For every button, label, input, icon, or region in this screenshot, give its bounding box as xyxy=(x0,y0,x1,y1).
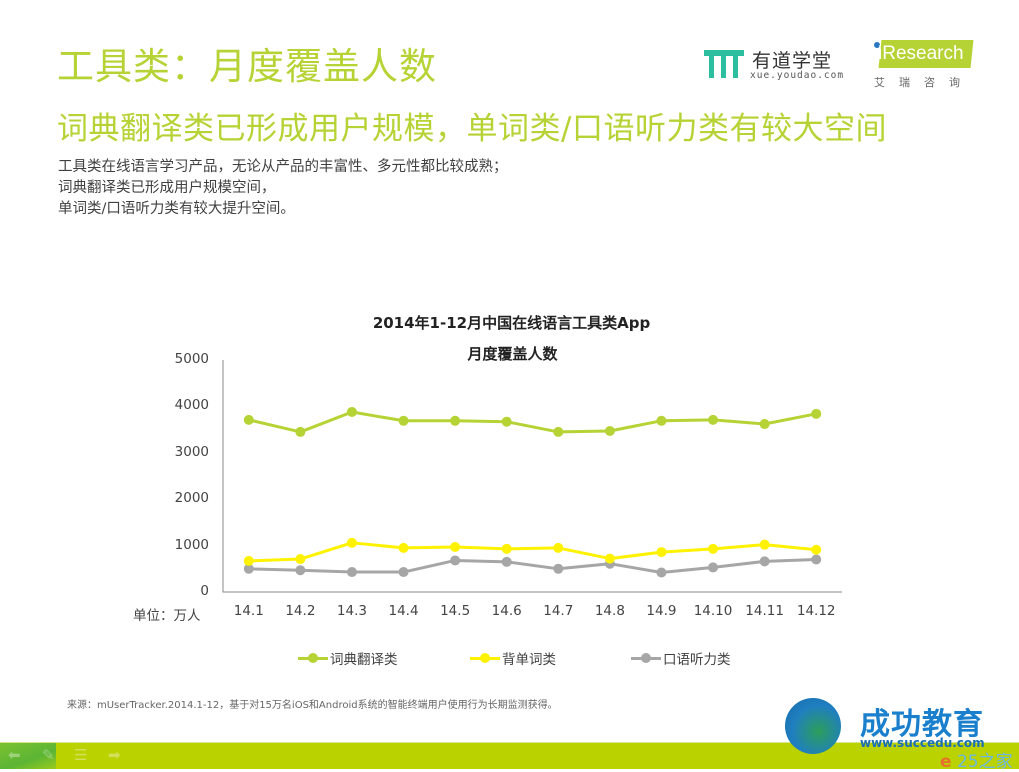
x-tick-label: 14.5 xyxy=(440,603,471,619)
page-title: 工具类：月度覆盖人数 xyxy=(57,45,437,88)
data-point xyxy=(398,415,409,426)
data-point xyxy=(656,415,667,426)
youdao-url: xue.youdao.com xyxy=(750,70,845,81)
data-point xyxy=(243,555,254,566)
footer-accent xyxy=(0,743,56,769)
y-tick-label: 1000 xyxy=(174,536,209,553)
data-point xyxy=(398,542,409,553)
series-line xyxy=(248,410,817,434)
data-point xyxy=(708,543,719,554)
data-point xyxy=(450,415,461,426)
data-point xyxy=(656,567,667,578)
data-point xyxy=(604,553,615,564)
iresearch-cn-name: 艾瑞咨询 xyxy=(874,76,974,89)
youdao-name: 有道学堂 xyxy=(752,50,833,72)
x-tick-label: 14.8 xyxy=(594,603,625,619)
data-point xyxy=(450,541,461,552)
legend-marker-icon xyxy=(470,652,500,664)
data-point xyxy=(811,544,822,555)
data-point xyxy=(295,554,306,565)
x-tick-label: 14.6 xyxy=(491,603,522,619)
iresearch-logo: iResearch 艾瑞咨询 xyxy=(870,40,980,92)
x-tick-label: 14.4 xyxy=(388,603,419,619)
legend-marker-icon xyxy=(298,652,328,664)
source-note: 来源：mUserTracker.2014.1-12，基于对15万名iOS和And… xyxy=(67,700,558,711)
series-line xyxy=(248,541,817,563)
y-tick-label: 2000 xyxy=(174,490,209,507)
data-point xyxy=(346,406,357,417)
x-tick-label: 14.10 xyxy=(693,603,733,619)
legend-item-vocabulary: 背单词类 xyxy=(470,649,556,668)
data-point xyxy=(295,426,306,437)
description-line: 工具类在线语言学习产品，无论从产品的丰富性、多元性都比较成熟； xyxy=(58,159,508,175)
data-point xyxy=(708,562,719,573)
data-point xyxy=(553,426,564,437)
x-tick-label: 14.12 xyxy=(796,603,836,619)
watermark-badge: e 25之家 xyxy=(940,752,1013,772)
legend-label: 词典翻译类 xyxy=(330,652,398,668)
succedu-globe-icon xyxy=(785,698,841,754)
data-point xyxy=(501,416,512,427)
data-point xyxy=(708,414,719,425)
legend-label: 背单词类 xyxy=(502,652,556,668)
data-point xyxy=(295,565,306,576)
data-point xyxy=(553,542,564,553)
chart-axes xyxy=(222,360,842,593)
data-point xyxy=(656,547,667,558)
data-point xyxy=(450,555,461,566)
iresearch-name: iResearch xyxy=(878,43,964,64)
chart-subtitle: 月度覆盖人数 xyxy=(467,345,558,363)
data-point xyxy=(346,567,357,578)
footer-bar: ⬅ ✎ ☰ ➡ xyxy=(0,742,1019,769)
watermark-url: www.succedu.com xyxy=(860,736,985,750)
x-tick-label: 14.11 xyxy=(745,603,784,619)
data-point xyxy=(811,408,822,419)
pen-icon[interactable]: ✎ xyxy=(42,746,55,764)
y-tick-label: 3000 xyxy=(174,443,209,460)
x-tick-label: 14.9 xyxy=(646,603,677,619)
back-arrow-icon[interactable]: ⬅ xyxy=(8,746,21,764)
forward-arrow-icon[interactable]: ➡ xyxy=(108,746,121,764)
data-point xyxy=(398,567,409,578)
y-tick-label: 5000 xyxy=(174,351,209,367)
data-point xyxy=(811,554,822,565)
description-line: 词典翻译类已形成用户规模空间， xyxy=(58,180,276,196)
chart-title: 2014年1-12月中国在线语言工具类App xyxy=(372,314,651,332)
x-tick-label: 14.2 xyxy=(285,603,316,619)
youdao-pillar-icon xyxy=(704,50,744,78)
x-tick-label: 14.7 xyxy=(543,603,574,619)
page-subtitle: 词典翻译类已形成用户规模，单词类/口语听力类有较大空间 xyxy=(57,111,887,147)
data-point xyxy=(243,414,254,425)
series-line xyxy=(248,558,817,575)
menu-icon[interactable]: ☰ xyxy=(74,746,88,764)
data-point xyxy=(604,425,615,436)
data-point xyxy=(501,543,512,554)
watermark-title: 成功教育 xyxy=(860,707,984,742)
iresearch-dot-icon xyxy=(874,42,880,48)
data-point xyxy=(759,419,770,430)
data-point xyxy=(759,556,770,567)
watermark: 成功教育 www.succedu.com e 25之家 xyxy=(780,690,1019,772)
x-tick-label: 14.1 xyxy=(233,603,264,619)
unit-label: 单位：万人 xyxy=(133,608,201,624)
data-point xyxy=(501,556,512,567)
legend-label: 口语听力类 xyxy=(663,652,731,668)
legend-item-dictionary: 词典翻译类 xyxy=(298,649,398,668)
legend-item-speaking: 口语听力类 xyxy=(631,649,731,668)
data-point xyxy=(759,539,770,550)
x-tick-label: 14.3 xyxy=(336,603,367,619)
legend-marker-icon xyxy=(631,652,661,664)
e-logo-icon: e xyxy=(940,752,952,772)
youdao-logo: 有道学堂 xue.youdao.com xyxy=(704,46,854,86)
y-tick-label: 4000 xyxy=(174,397,209,414)
data-point xyxy=(553,563,564,574)
description: 工具类在线语言学习产品，无论从产品的丰富性、多元性都比较成熟； 词典翻译类已形成… xyxy=(58,157,508,220)
data-point xyxy=(243,563,254,574)
data-point xyxy=(346,537,357,548)
description-line: 单词类/口语听力类有较大提升空间。 xyxy=(58,201,295,217)
y-tick-label: 0 xyxy=(200,583,209,599)
